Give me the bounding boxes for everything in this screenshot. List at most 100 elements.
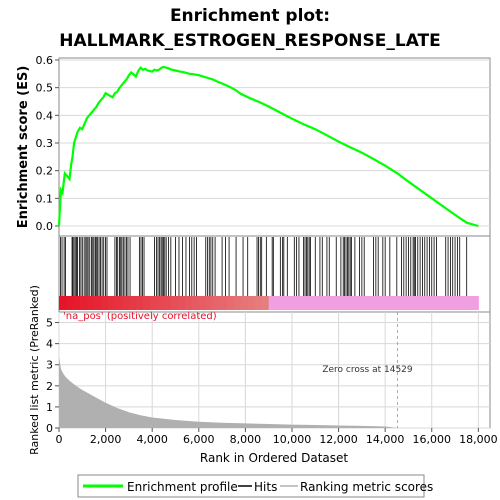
heat-cell (240, 296, 249, 310)
heat-cell (59, 296, 67, 310)
heat-cell (268, 296, 277, 310)
es-gridlines (59, 59, 490, 227)
heat-cell (366, 296, 375, 310)
heat-cell (184, 296, 193, 310)
legend-label-enrichment-profile: Enrichment profile (127, 480, 238, 494)
heat-cell (387, 296, 395, 310)
heat-cell (450, 296, 458, 310)
heat-cell (93, 296, 102, 310)
metric-y-axis-label: Ranked list metric (PreRanked) (28, 285, 41, 455)
metric-x-tick-label: 18,000 (459, 433, 498, 446)
metric-y-tick-label: 2 (46, 380, 53, 393)
heat-cell (471, 296, 479, 310)
heat-cell (233, 296, 242, 310)
metric-x-tick-label: 4,000 (136, 433, 168, 446)
metric-panel: Zero cross at 14529 'na_pos' (positively… (28, 285, 498, 465)
metric-y-tick-label: 0 (46, 422, 53, 435)
metric-x-tick-label: 6,000 (183, 433, 215, 446)
heat-cell (114, 296, 123, 310)
es-y-ticks: 0.0 0.1 0.2 0.3 0.4 0.5 0.6 (36, 54, 59, 233)
hit-lines (59, 237, 468, 296)
heat-cell (408, 296, 416, 310)
heat-cell (156, 296, 165, 310)
metric-y-tick-label: 3 (46, 359, 53, 372)
ranking-heat-strip (59, 296, 479, 310)
heat-cell (100, 296, 109, 310)
legend-label-hits: Hits (254, 480, 277, 494)
heat-cell (394, 296, 402, 310)
heat-cell (373, 296, 382, 310)
legend: Enrichment profile Hits Ranking metric s… (77, 474, 433, 498)
heat-cell (205, 296, 214, 310)
heat-cell (163, 296, 172, 310)
heat-cell (457, 296, 465, 310)
es-panel: 0.0 0.1 0.2 0.3 0.4 0.5 0.6 Enrichment score (… (16, 54, 491, 237)
zero-cross-label: Zero cross at 14529 (322, 365, 413, 375)
heat-cell (135, 296, 144, 310)
ranking-metric-area (59, 356, 398, 428)
metric-y-ticks: 0 1 2 3 4 5 (46, 317, 59, 435)
heat-cell (219, 296, 228, 310)
es-tick-label: 0.3 (36, 137, 54, 150)
metric-y-tick-label: 4 (46, 338, 53, 351)
heat-cell (282, 296, 291, 310)
heat-cell (296, 296, 305, 310)
metric-x-tick-label: 12,000 (319, 433, 358, 446)
heat-cell (226, 296, 235, 310)
heat-cell (303, 296, 312, 310)
metric-x-tick-label: 16,000 (413, 433, 452, 446)
heat-cell (422, 296, 430, 310)
es-tick-label: 0.4 (36, 109, 54, 122)
metric-plot-frame (58, 311, 491, 429)
heat-cell (261, 296, 270, 310)
chart-title-line2: HALLMARK_ESTROGEN_RESPONSE_LATE (59, 31, 441, 51)
heat-cell (338, 296, 347, 310)
heat-cell (72, 296, 81, 310)
heat-cell (345, 296, 354, 310)
metric-y-tick-label: 5 (46, 317, 53, 330)
heat-cell (247, 296, 256, 310)
metric-x-tick-label: 14,000 (366, 433, 405, 446)
metric-y-tick-label: 1 (46, 401, 53, 414)
es-tick-label: 0.1 (36, 192, 54, 205)
chart-title-line1: Enrichment plot: (170, 6, 330, 26)
metric-x-tick-label: 10,000 (273, 433, 312, 446)
es-tick-label: 0.5 (36, 82, 54, 95)
heat-cell (107, 296, 116, 310)
heat-cell (170, 296, 179, 310)
metric-x-ticks: 0 2,000 4,000 6,000 8,000 10,000 12,000 14,000 1… (56, 428, 498, 446)
heat-cell (359, 296, 368, 310)
es-y-axis-label: Enrichment score (ES) (16, 66, 31, 229)
es-tick-label: 0.0 (36, 220, 54, 233)
positive-correlation-label: 'na_pos' (positively correlated) (63, 311, 217, 322)
heat-cell (317, 296, 326, 310)
heat-cell (464, 296, 472, 310)
heat-cell (443, 296, 451, 310)
heat-cell (149, 296, 158, 310)
heat-cell (128, 296, 137, 310)
heat-cell (212, 296, 221, 310)
heat-cell (310, 296, 319, 310)
heat-cell (121, 296, 130, 310)
heat-cell (86, 296, 95, 310)
heat-cell (79, 296, 88, 310)
heat-cell (275, 296, 284, 310)
metric-x-tick-label: 8,000 (230, 433, 262, 446)
enrichment-profile-line (57, 65, 479, 228)
hits-panel (58, 235, 491, 313)
es-plot-frame (58, 57, 491, 237)
legend-label-ranking-metric: Ranking metric scores (300, 480, 433, 494)
metric-x-tick-label: 0 (56, 433, 63, 446)
heat-cell (254, 296, 263, 310)
heat-cell (198, 296, 207, 310)
heat-cell (380, 296, 388, 310)
metric-x-axis-label: Rank in Ordered Dataset (200, 451, 348, 465)
heat-cell (177, 296, 186, 310)
heat-cell (401, 296, 409, 310)
heat-cell (415, 296, 423, 310)
heat-cell (331, 296, 340, 310)
metric-x-tick-label: 2,000 (90, 433, 122, 446)
heat-cell (191, 296, 200, 310)
heat-cell (65, 296, 74, 310)
